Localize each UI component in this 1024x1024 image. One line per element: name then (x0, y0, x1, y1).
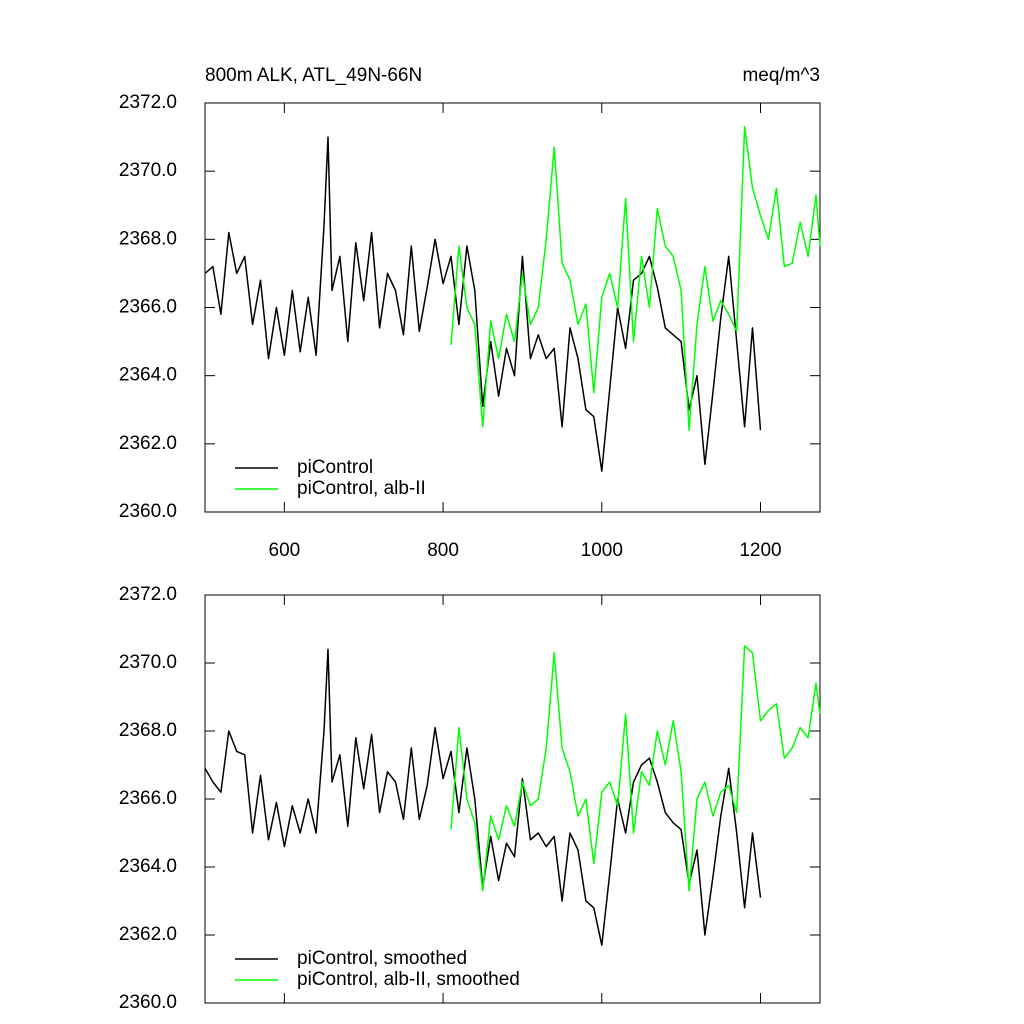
x-tick-label: 800 (427, 540, 459, 561)
x-tick-label: 1000 (581, 540, 623, 561)
y-tick-label: 2372.0 (119, 92, 177, 113)
series-line (204, 136, 762, 472)
y-tick-label: 2368.0 (119, 720, 177, 741)
y-tick-label: 2362.0 (119, 433, 177, 454)
series-line (450, 126, 821, 431)
y-tick-label: 2370.0 (119, 160, 177, 181)
y-tick-label: 2362.0 (119, 924, 177, 945)
series-line (450, 645, 821, 892)
y-tick-label: 2364.0 (119, 856, 177, 877)
units-label: meq/m^3 (742, 65, 820, 86)
plot-frame (204, 594, 821, 1004)
y-tick-label: 2366.0 (119, 297, 177, 318)
chart-title: 800m ALK, ATL_49N-66N (205, 65, 422, 86)
y-tick-label: 2360.0 (119, 501, 177, 522)
legend-label: piControl (297, 457, 373, 478)
y-tick-label: 2360.0 (119, 992, 177, 1013)
legend-label: piControl, alb-II, smoothed (297, 969, 520, 990)
plot-frame (204, 102, 821, 513)
y-tick-label: 2368.0 (119, 228, 177, 249)
y-tick-label: 2370.0 (119, 652, 177, 673)
y-tick-label: 2364.0 (119, 365, 177, 386)
x-tick-label: 1200 (739, 540, 781, 561)
series-line (204, 648, 762, 946)
legend-label: piControl, alb-II (297, 478, 426, 499)
y-tick-label: 2366.0 (119, 788, 177, 809)
y-tick-label: 2372.0 (119, 584, 177, 605)
x-tick-label: 600 (269, 540, 301, 561)
legend-label: piControl, smoothed (297, 948, 467, 969)
